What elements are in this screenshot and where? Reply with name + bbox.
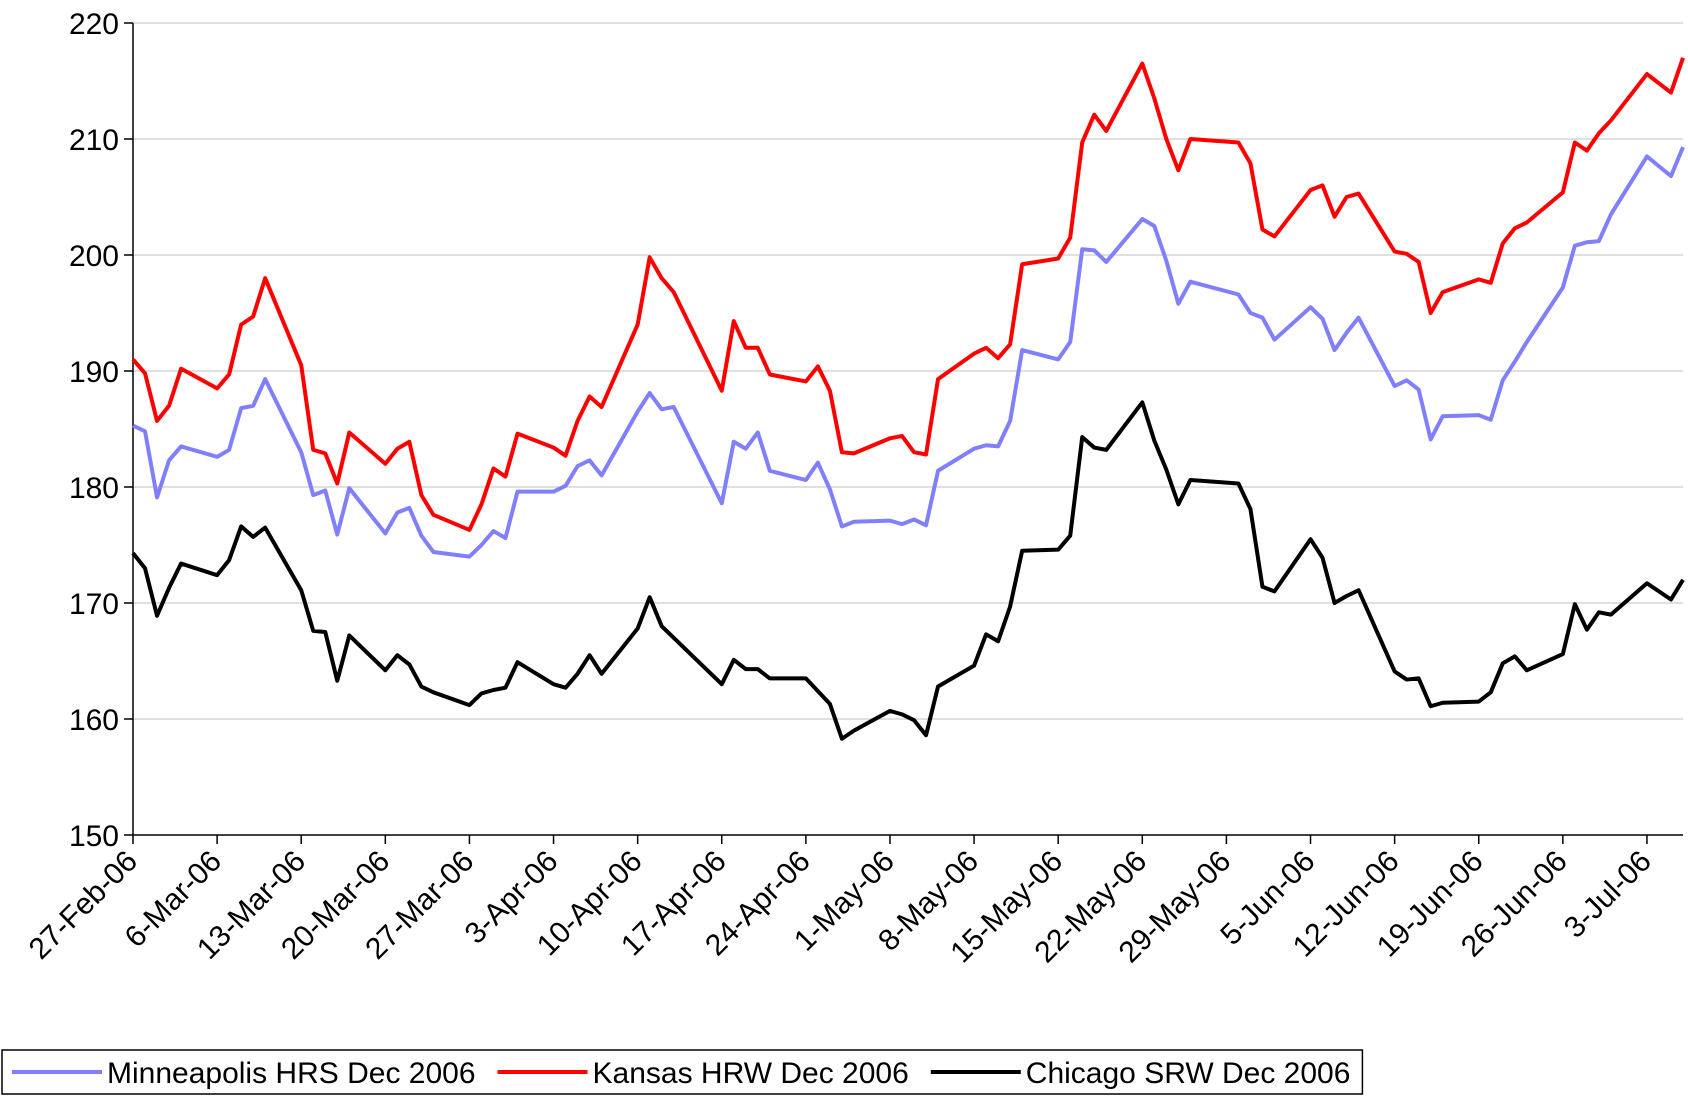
legend: Minneapolis HRS Dec 2006 Kansas HRW Dec 2… [1,1049,1364,1095]
series-line [132,146,1685,559]
x-tick-label: 3-Jul-06 [1558,845,1658,945]
x-tick-label: 27-Feb-06 [23,845,144,966]
y-tick-label: 180 [69,472,119,505]
legend-label: Kansas HRW Dec 2006 [593,1057,909,1090]
y-tick-label: 200 [69,240,119,273]
y-tick-label: 150 [69,820,119,853]
y-tick-label: 210 [69,124,119,157]
y-tick-label: 170 [69,588,119,621]
series-line [131,57,1685,532]
legend-label: Chicago SRW Dec 2006 [1026,1057,1351,1090]
series-line [131,400,1685,741]
y-tick-label: 220 [69,8,119,41]
legend-box [1,1049,1364,1095]
y-tick-label: 160 [69,704,119,737]
y-tick-label: 190 [69,356,119,389]
legend-label: Minneapolis HRS Dec 2006 [107,1057,476,1090]
